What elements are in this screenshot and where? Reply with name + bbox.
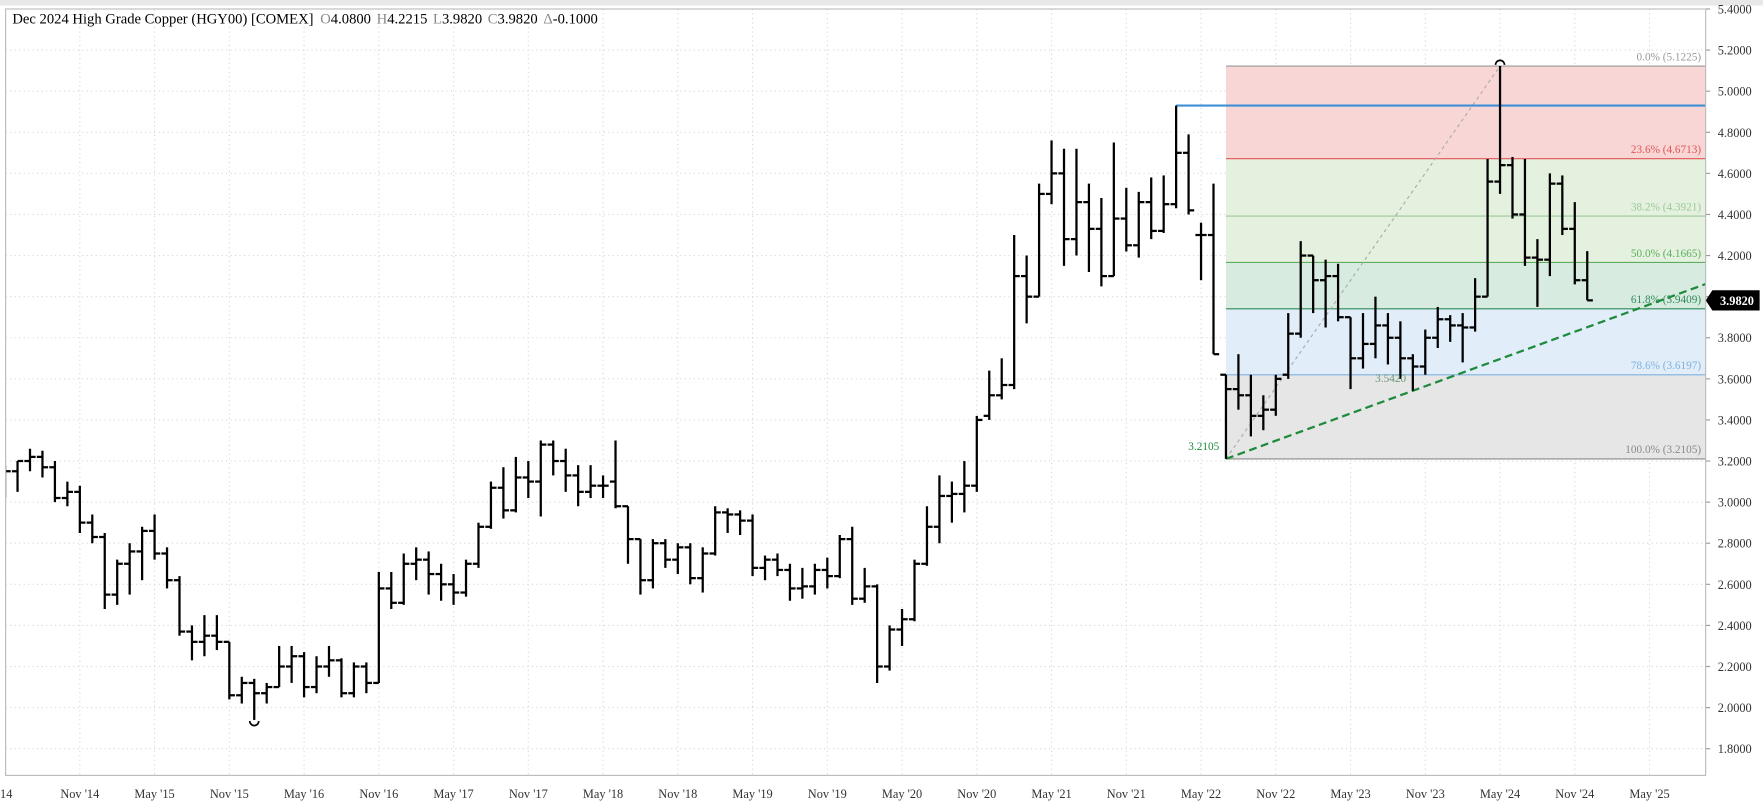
y-tick-label: 4.8000 <box>1718 126 1752 140</box>
x-tick-label: May '18 <box>583 787 623 801</box>
y-tick-label: 5.4000 <box>1718 2 1752 16</box>
y-tick-label: 3.8000 <box>1718 331 1752 345</box>
fib-band <box>1225 66 1706 159</box>
retracement-diagonal <box>1225 65 1501 460</box>
fib-label: 78.6% (3.6197) <box>1631 360 1701 372</box>
y-tick-label: 2.4000 <box>1718 619 1752 633</box>
quote-key: C <box>488 12 498 28</box>
x-tick-label: May '24 <box>1480 787 1520 801</box>
x-tick-label: May '19 <box>732 787 772 801</box>
fib-band <box>1225 374 1706 459</box>
x-tick-label: May '21 <box>1031 787 1071 801</box>
plot-area: 0.0% (5.1225) 23.6% (4.6713) 38.2% (4.3921… <box>5 8 1706 776</box>
fib-band <box>1225 308 1706 375</box>
x-tick-label: May '23 <box>1330 787 1370 801</box>
annotation: 3.2105 <box>1188 441 1219 453</box>
x-tick-label: Nov '16 <box>359 787 398 801</box>
y-tick-label: 4.4000 <box>1718 208 1752 222</box>
x-tick-label: May '25 <box>1629 787 1669 801</box>
x-tick-label: Nov '24 <box>1555 787 1594 801</box>
y-tick-label: 4.6000 <box>1718 167 1752 181</box>
quote-key: L <box>433 12 442 28</box>
x-tick-label: Nov '19 <box>808 787 847 801</box>
quote-value: 4.2215 <box>387 12 427 28</box>
x-tick-label: Nov '18 <box>658 787 697 801</box>
y-tick-label: 3.0000 <box>1718 496 1752 510</box>
fib-band <box>1225 158 1706 217</box>
header: Dec 2024 High Grade Copper (HGY00) [COME… <box>12 12 597 28</box>
x-tick-label: May '15 <box>134 787 174 801</box>
x-tick-label: '14 <box>0 787 12 801</box>
quote-key: H <box>377 12 388 28</box>
header-title: Dec 2024 High Grade Copper (HGY00) [COME… <box>12 12 313 28</box>
x-tick-label: Nov '21 <box>1107 787 1146 801</box>
trendline <box>1225 282 1706 460</box>
x-tick-label: May '22 <box>1181 787 1221 801</box>
x-tick-label: Nov '17 <box>509 787 548 801</box>
fib-label: 0.0% (5.1225) <box>1637 51 1702 63</box>
x-tick-label: Nov '15 <box>210 787 249 801</box>
top-strip <box>0 0 1763 6</box>
quote-value: 3.9820 <box>498 12 538 28</box>
y-tick-label: 2.8000 <box>1718 537 1752 551</box>
low-marker <box>248 720 260 727</box>
plot-border <box>5 8 1707 776</box>
fib-label: 50.0% (4.1665) <box>1631 248 1701 260</box>
fib-band <box>1225 262 1706 309</box>
y-tick-label: 2.6000 <box>1718 578 1752 592</box>
quote-key: O <box>320 12 331 28</box>
y-tick-label: 1.8000 <box>1718 742 1752 756</box>
quote-value: 4.0800 <box>331 12 371 28</box>
quote-value: -0.1000 <box>553 12 598 28</box>
last-price-tag <box>1705 290 1760 311</box>
quote-value: 3.9820 <box>442 12 482 28</box>
x-tick-label: Nov '14 <box>60 787 99 801</box>
y-tick-label: 4.2000 <box>1718 249 1752 263</box>
x-tick-label: May '16 <box>284 787 324 801</box>
y-tick-label: 5.0000 <box>1718 85 1752 99</box>
fib-label: 100.0% (3.2105) <box>1625 444 1701 456</box>
x-tick-label: May '17 <box>433 787 473 801</box>
fib-label: 61.8% (3.9409) <box>1631 294 1701 306</box>
last-price-label: 3.9820 <box>1720 294 1754 308</box>
y-tick-label: 3.6000 <box>1718 372 1752 386</box>
y-tick-label: 2.2000 <box>1718 660 1752 674</box>
fib-label: 38.2% (4.3921) <box>1631 201 1701 213</box>
x-tick-label: Nov '23 <box>1406 787 1445 801</box>
fib-label: 23.6% (4.6713) <box>1631 144 1701 156</box>
annotation: 3.5420 <box>1375 373 1406 385</box>
y-tick-label: 3.2000 <box>1718 455 1752 469</box>
high-marker <box>1494 59 1506 66</box>
x-tick-label: May '20 <box>882 787 922 801</box>
x-tick-label: Nov '22 <box>1256 787 1295 801</box>
y-tick-label: 5.2000 <box>1718 44 1752 58</box>
x-tick-label: Nov '20 <box>957 787 996 801</box>
y-tick-label: 2.0000 <box>1718 701 1752 715</box>
quote-key: Δ <box>543 12 552 28</box>
y-tick-label: 3.4000 <box>1718 413 1752 427</box>
